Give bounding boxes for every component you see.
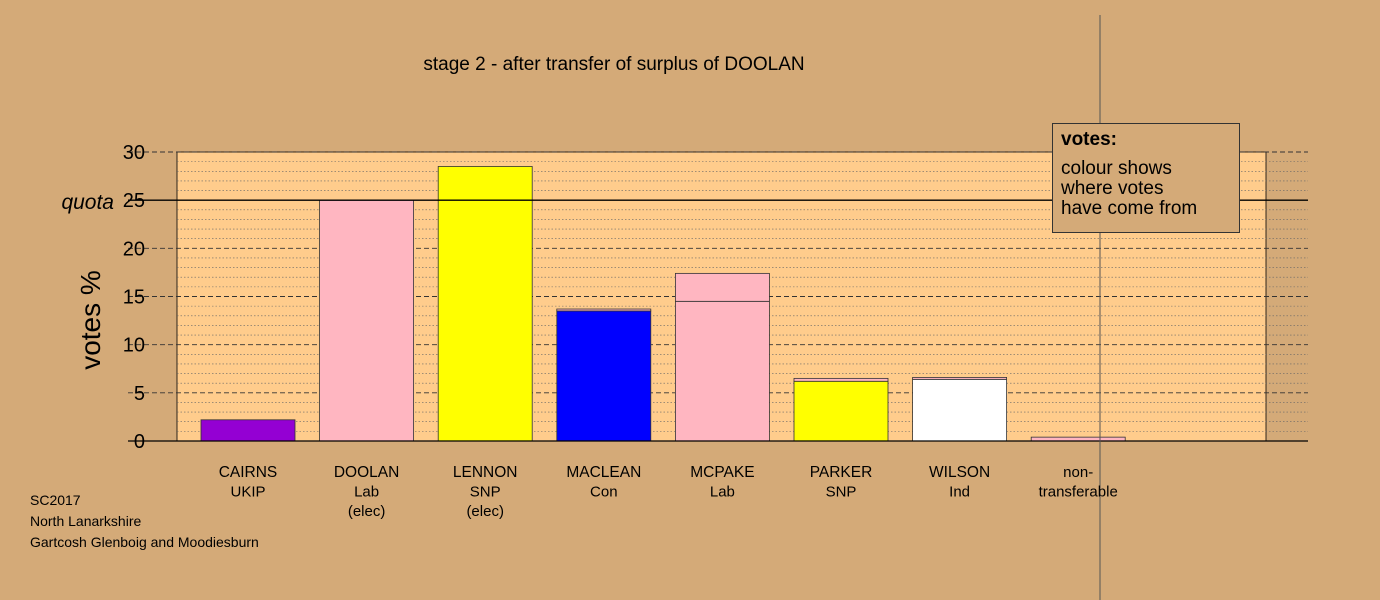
legend-line: where votes — [1061, 178, 1164, 199]
footer: SC2017 North Lanarkshire Gartcosh Glenbo… — [30, 490, 259, 553]
legend-line: colour shows — [1061, 158, 1172, 179]
bar-segment — [912, 377, 1007, 380]
y-tick-label: 25 — [123, 190, 145, 212]
x-label-note: (elec) — [466, 503, 504, 520]
y-tick-label: 20 — [123, 238, 145, 260]
bar-segment — [675, 300, 770, 442]
bar-segment — [675, 272, 770, 302]
x-label-name: non- — [1063, 464, 1093, 481]
x-label-name: DOOLAN — [334, 464, 399, 481]
legend-line: have come from — [1061, 198, 1198, 219]
footer-ward: Gartcosh Glenboig and Moodiesburn — [30, 534, 259, 550]
bar-segment — [437, 166, 533, 442]
x-tick-labels: CAIRNS UKIP DOOLAN Lab (elec) LENNON SNP (elec)… — [219, 464, 1118, 520]
bars — [200, 166, 1126, 442]
footer-election: SC2017 — [30, 492, 81, 508]
x-label-note: (elec) — [348, 503, 386, 520]
x-label-party: UKIP — [230, 484, 265, 501]
bar-segment — [556, 308, 652, 312]
y-tick-label: 10 — [123, 335, 145, 357]
legend: votes: colour shows where votes have com… — [1052, 123, 1240, 233]
x-label-party: Con — [590, 484, 618, 501]
bar-doolan — [319, 199, 415, 442]
x-label-party: Lab — [354, 484, 379, 501]
bar-segment — [793, 380, 889, 442]
y-axis-label: votes % — [75, 270, 106, 370]
quota-label: quota — [61, 191, 114, 214]
x-label-name: MCPAKE — [690, 464, 754, 481]
y-tick-label: 0 — [134, 431, 145, 453]
x-label-party: transferable — [1039, 484, 1118, 501]
bar-segment — [200, 419, 296, 442]
footer-council: North Lanarkshire — [30, 513, 142, 529]
y-tick-label: 30 — [123, 142, 145, 164]
bar-segment — [912, 378, 1007, 442]
bar-wilson — [912, 377, 1007, 442]
x-label-party: Ind — [949, 484, 970, 501]
bar-cairns — [200, 419, 296, 442]
y-tick-label: 15 — [123, 287, 145, 309]
legend-title: votes: — [1061, 129, 1117, 150]
bar-parker — [793, 377, 889, 442]
bar-lennon — [437, 166, 533, 442]
x-label-party: Lab — [710, 484, 735, 501]
y-tick-label: 5 — [134, 383, 145, 405]
x-label-name: WILSON — [929, 464, 990, 481]
x-label-name: CAIRNS — [219, 464, 278, 481]
x-label-party: SNP — [470, 484, 501, 501]
x-label-name: PARKER — [810, 464, 873, 481]
x-label-name: LENNON — [453, 464, 518, 481]
bar-mcpake — [675, 272, 770, 442]
bar-segment — [793, 377, 889, 382]
bar-segment — [319, 199, 415, 442]
bar-maclean — [556, 308, 652, 442]
x-label-name: MACLEAN — [566, 464, 641, 481]
chart-title: stage 2 - after transfer of surplus of D… — [423, 54, 804, 75]
y-tick-labels: 0 5 10 15 20 25 30 — [123, 142, 145, 453]
bar-segment — [556, 310, 652, 442]
x-label-party: SNP — [826, 484, 857, 501]
